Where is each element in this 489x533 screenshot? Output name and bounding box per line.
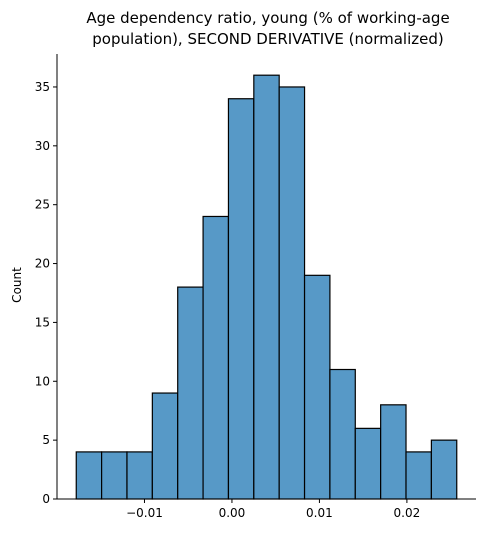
- chart-title-line-2: population), SECOND DERIVATIVE (normaliz…: [92, 30, 443, 48]
- x-tick-label: 0.02: [394, 506, 421, 520]
- histogram-bar: [202, 215, 230, 500]
- histogram-bar: [177, 286, 204, 500]
- y-tick-label: 20: [35, 257, 50, 271]
- histogram-bar: [430, 439, 458, 500]
- y-tick-label: 0: [42, 492, 50, 506]
- y-axis: 0 5 10 15 20 25 30 35: [35, 54, 58, 506]
- y-axis-label: Count: [10, 267, 24, 303]
- histogram-bar: [227, 98, 255, 500]
- bars-group: [75, 74, 458, 500]
- histogram-bar: [75, 451, 103, 500]
- x-tick-label: −0.01: [126, 506, 163, 520]
- histogram-bar: [405, 451, 432, 500]
- histogram-bar: [329, 368, 356, 500]
- chart-title-line-1: Age dependency ratio, young (% of workin…: [86, 9, 449, 27]
- y-tick-label: 30: [35, 139, 50, 153]
- histogram-bar: [151, 392, 179, 500]
- x-tick-label: 0.01: [306, 506, 333, 520]
- y-tick-label: 15: [35, 315, 50, 329]
- histogram-bar: [278, 86, 306, 500]
- histogram-bar: [253, 74, 280, 500]
- x-axis: −0.01 0.00 0.01 0.02: [57, 498, 476, 520]
- y-tick-label: 35: [35, 80, 50, 94]
- y-tick-label: 25: [35, 198, 50, 212]
- histogram-bar: [354, 427, 382, 500]
- histogram-bar: [101, 451, 128, 500]
- chart-title: Age dependency ratio, young (% of workin…: [86, 9, 449, 48]
- histogram-bar: [380, 404, 407, 500]
- x-tick-label: 0.00: [219, 506, 246, 520]
- y-tick-label: 10: [35, 374, 50, 388]
- histogram-bar: [303, 274, 331, 500]
- y-tick-label: 5: [42, 433, 50, 447]
- histogram-bar: [126, 451, 153, 500]
